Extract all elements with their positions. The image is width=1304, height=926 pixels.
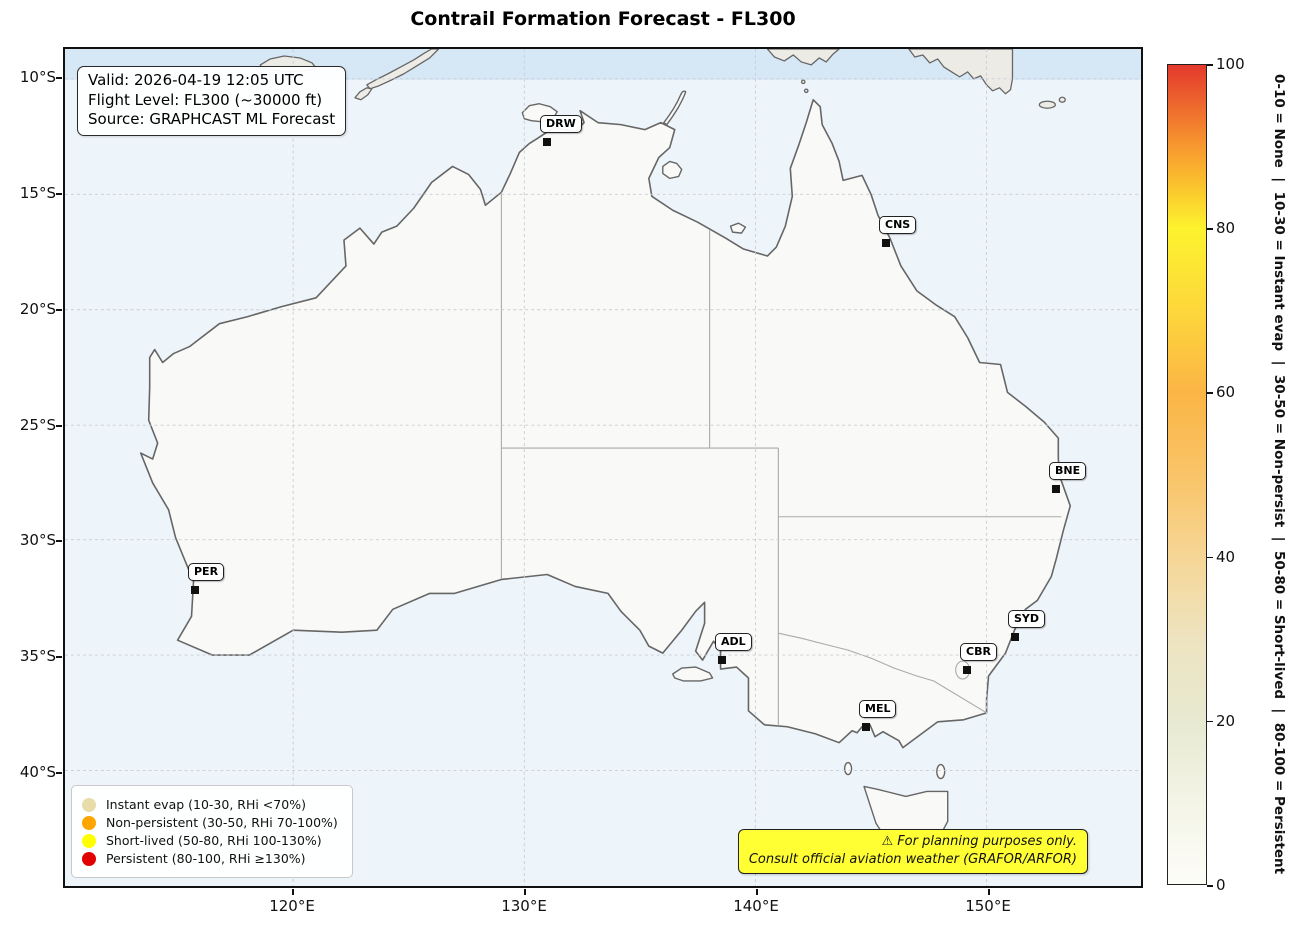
y-tick-mark (56, 309, 62, 311)
island-flinders (936, 763, 946, 780)
state-borders-group (500, 192, 1062, 726)
colorbar-tick-label-100: 100 (1216, 55, 1245, 73)
colorbar-tick-mark (1207, 392, 1213, 394)
legend-item-label: Short-lived (50-80, RHi 100-130%) (106, 833, 322, 848)
city-marker-PER (191, 586, 199, 594)
city-label-SYD: SYD (1008, 610, 1046, 628)
island-louisiade (1038, 100, 1056, 109)
city-label-CBR: CBR (960, 643, 997, 661)
australia-coastline (139, 98, 1072, 749)
y-tick-mark (56, 540, 62, 542)
forecast-map: Valid: 2026-04-19 12:05 UTC Flight Level… (63, 47, 1143, 888)
y-tick-mark (56, 772, 62, 774)
city-label-CNS: CNS (879, 216, 917, 234)
x-tick-label-130°E: 130°E (501, 897, 547, 915)
warning-line-1: ⚠ For planning purposes only. (881, 833, 1078, 849)
colorbar-tick-label-40: 40 (1216, 547, 1236, 566)
torres-strait-island (803, 88, 809, 94)
colorbar-tick-label-20: 20 (1216, 711, 1236, 730)
city-label-MEL: MEL (859, 700, 897, 718)
city-marker-BNE (1052, 485, 1060, 493)
y-tick-label-25°S: 25°S (19, 416, 56, 434)
x-tick-label-140°E: 140°E (733, 897, 779, 915)
warning-line-2: Consult official aviation weather (GRAFO… (748, 851, 1077, 867)
new-guinea-west-lobe (766, 49, 840, 66)
legend-item: Instant evap (10-30, RHi <70%) (82, 797, 338, 812)
colorbar-tick-mark (1207, 556, 1213, 559)
map-canvas (65, 49, 1141, 886)
island-mornington (729, 222, 747, 234)
city-marker-CNS (882, 239, 890, 247)
colorbar-tick-label-60: 60 (1216, 383, 1236, 402)
x-tick-mark (292, 889, 294, 895)
city-marker-CBR (963, 666, 971, 674)
legend-item-label: Persistent (80-100, RHi ≥130%) (106, 851, 306, 866)
y-tick-mark (56, 193, 62, 195)
planning-warning-box: ⚠ For planning purposes only. Consult of… (737, 828, 1088, 874)
city-label-PER: PER (188, 563, 225, 581)
island-wessel (663, 90, 687, 126)
legend-item: Non-persistent (30-50, RHi 70-100%) (82, 815, 338, 830)
city-marker-SYD (1011, 633, 1019, 641)
y-tick-label-15°S: 15°S (19, 184, 56, 202)
graticule-gridlines (65, 49, 1141, 886)
y-tick-mark (56, 425, 62, 427)
y-tick-mark (56, 77, 62, 79)
city-label-DRW: DRW (540, 115, 582, 133)
colorbar-tick-label-80: 80 (1216, 219, 1236, 238)
legend-item-label: Non-persistent (30-50, RHi 70-100%) (106, 815, 338, 830)
x-tick-label-120°E: 120°E (269, 897, 315, 915)
legend-color-dot (82, 797, 96, 812)
legend-item: Persistent (80-100, RHi ≥130%) (82, 851, 338, 866)
valid-time-text: Valid: 2026-04-19 12:05 UTC (88, 71, 304, 89)
city-marker-DRW (543, 138, 551, 146)
legend-item: Short-lived (50-80, RHi 100-130%) (82, 833, 338, 848)
border-nsw-vic (778, 632, 987, 714)
x-tick-label-150°E: 150°E (965, 897, 1011, 915)
flight-level-text: Flight Level: FL300 (~30000 ft) (88, 90, 323, 109)
y-tick-label-30°S: 30°S (19, 531, 56, 549)
page-title: Contrail Formation Forecast - FL300 (410, 8, 796, 30)
island-king (843, 761, 853, 776)
legend-item-label: Instant evap (10-30, RHi <70%) (106, 797, 306, 812)
city-label-BNE: BNE (1049, 462, 1087, 480)
island-kangaroo (672, 666, 714, 682)
colorbar-tick-mark (1207, 720, 1213, 723)
colorbar-title: 0-10 = None | 10-30 = Instant evap | 30-… (1271, 74, 1287, 875)
y-tick-label-10°S: 10°S (19, 68, 56, 86)
contrail-factor-colorbar (1167, 64, 1207, 885)
y-tick-label-35°S: 35°S (19, 647, 56, 665)
colorbar-tick-label-0: 0 (1216, 876, 1226, 894)
colorbar-tick-mark (1207, 885, 1213, 887)
y-tick-mark (56, 656, 62, 658)
x-tick-mark (756, 889, 758, 895)
island-rote (354, 87, 373, 101)
forecast-info-box: Valid: 2026-04-19 12:05 UTC Flight Level… (77, 66, 347, 136)
x-tick-mark (524, 889, 526, 895)
torres-strait-island (800, 79, 806, 85)
island-louisiade-small (1058, 96, 1066, 103)
city-marker-ADL (718, 656, 726, 664)
legend-color-dot (82, 815, 96, 830)
legend-color-dot (82, 851, 96, 866)
island-groote-eylandt (662, 160, 683, 180)
source-text: Source: GRAPHCAST ML Forecast (88, 110, 336, 128)
y-tick-label-20°S: 20°S (19, 300, 56, 318)
x-tick-mark (988, 889, 990, 895)
legend-color-dot (82, 833, 96, 848)
city-label-ADL: ADL (715, 633, 752, 651)
y-tick-label-40°S: 40°S (19, 763, 56, 781)
contrail-legend: Instant evap (10-30, RHi <70%) Non-persis… (71, 785, 353, 878)
colorbar-tick-mark (1207, 228, 1213, 230)
city-marker-MEL (862, 723, 870, 731)
colorbar-tick-mark (1207, 64, 1213, 66)
